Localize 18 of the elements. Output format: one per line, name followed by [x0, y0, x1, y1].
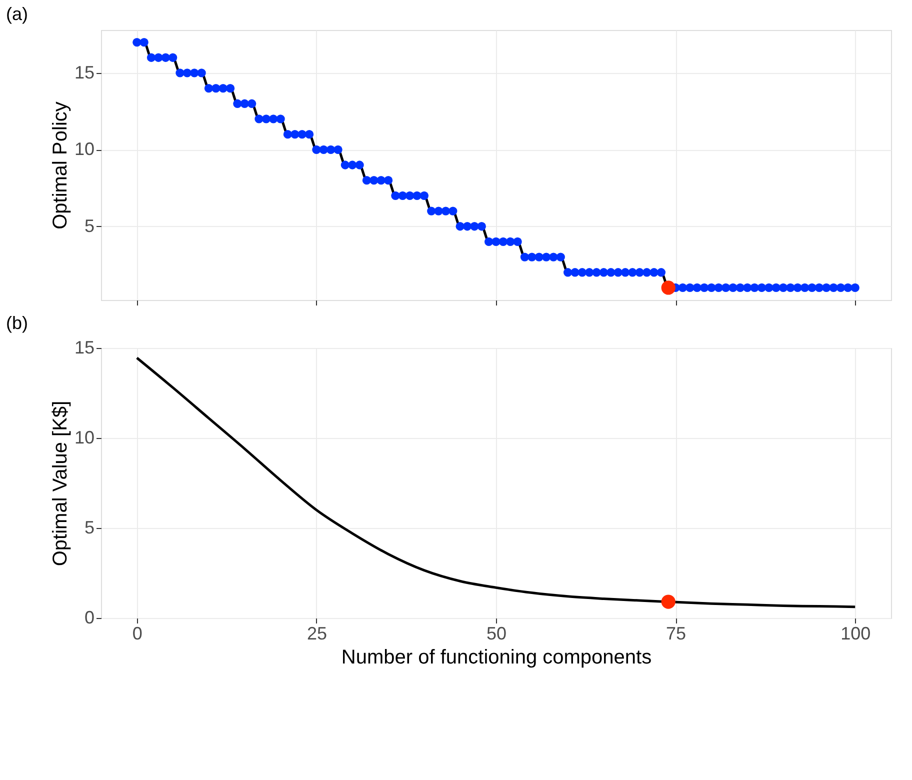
y-tick-label: 0: [84, 608, 94, 628]
x-tick-label: 75: [666, 624, 686, 644]
y-axis-title: Optimal Value [K$]: [49, 400, 72, 566]
x-tick-label: 100: [840, 624, 871, 644]
line-series: [136, 356, 856, 608]
x-tick-label: 25: [306, 624, 327, 644]
y-tick-label: 10: [74, 428, 94, 448]
y-tick-label: 5: [84, 518, 94, 538]
y-tick-label: 10: [74, 139, 94, 160]
y-tick-label: 5: [84, 216, 94, 236]
x-axis-title: Number of functioning components: [341, 646, 652, 668]
y-tick-label: 15: [74, 338, 94, 358]
chart-title: (b): [6, 313, 28, 333]
y-tick-label: 15: [74, 62, 94, 82]
chart-title: (a): [6, 4, 28, 24]
x-tick-label: 50: [486, 624, 507, 644]
x-tick-label: 0: [132, 624, 142, 644]
y-axis-title: Optimal Policy: [49, 102, 72, 230]
